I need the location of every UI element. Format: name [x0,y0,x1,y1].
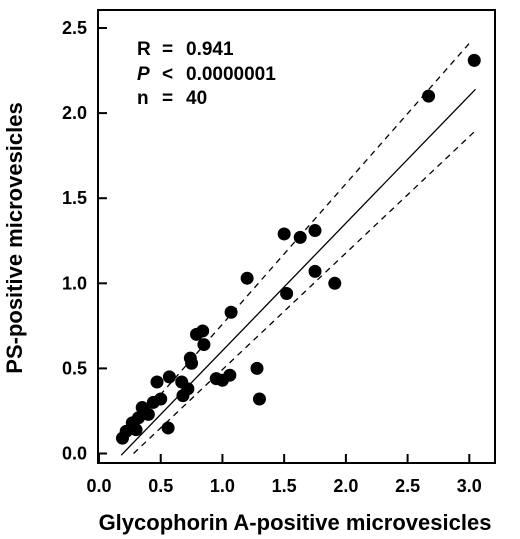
axis-ticks: 0.0 0.5 1.0 1.5 2.0 2.5 3.0 0.0 0.5 1.0 1.5 2.0 2.5 [62,18,482,496]
data-point [467,53,481,67]
regression-line [120,88,476,456]
data-point [240,271,254,285]
data-point [250,361,264,375]
y-tick-label: 1.5 [62,188,87,208]
x-tick-label: 2.5 [395,476,420,496]
data-points [115,53,481,445]
y-axis-title: PS-positive microvesicles [2,102,27,373]
data-point [224,305,238,319]
x-tick-label: 1.5 [272,476,297,496]
lower-confidence-line [133,131,475,454]
stat-r-key: R [137,39,151,60]
stat-p-value: 0.0000001 [186,64,276,85]
stat-n-key: n [137,88,149,109]
plot-frame [97,9,496,464]
data-point [162,370,176,384]
stat-n-value: 40 [186,88,207,109]
y-tick-label: 0.0 [62,443,87,463]
data-point [132,411,145,425]
x-tick-label: 2.0 [333,476,358,496]
data-point [196,324,210,338]
data-point [197,338,211,352]
stat-r-op: = [162,39,173,60]
data-point [185,356,199,370]
y-tick-label: 2.5 [62,18,87,38]
data-point [293,230,307,244]
x-axis-title: Glycophorin A-positive microvesicles [99,510,492,535]
data-point [277,227,291,241]
stat-p-key: P [137,64,150,85]
data-point [141,407,155,421]
data-point [223,368,237,382]
data-point [308,264,322,278]
data-point [422,89,436,103]
data-point [129,423,143,437]
data-point [154,392,168,406]
x-tick-label: 3.0 [457,476,482,496]
data-point [161,421,175,435]
data-point [280,287,294,301]
stat-p-op: < [162,64,173,85]
data-point [308,224,322,238]
x-tick-label: 0.0 [86,476,111,496]
stat-n-op: = [162,88,173,109]
statistics-annotation: R = 0.941 P < 0.0000001 n = 40 [137,39,276,109]
y-tick-label: 0.5 [62,358,87,378]
data-point [252,392,266,406]
y-tick-label: 2.0 [62,103,87,123]
regression-lines [120,42,476,456]
data-point [150,375,164,389]
data-point [181,382,195,396]
x-tick-label: 0.5 [148,476,173,496]
data-point [328,276,342,290]
stat-r-value: 0.941 [186,39,234,60]
x-tick-label: 1.0 [210,476,235,496]
y-tick-label: 1.0 [62,273,87,293]
